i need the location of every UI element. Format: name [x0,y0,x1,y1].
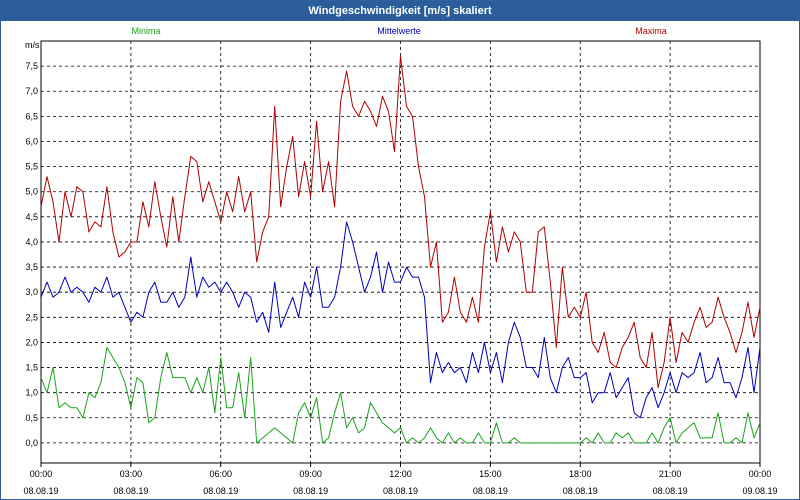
legend-minima: Minima [131,26,160,36]
x-tick-time: 03:00 [120,469,143,479]
y-tick-label: 3,0 [25,287,38,297]
x-tick-time: 09:00 [299,469,322,479]
y-tick-label: 5,5 [25,162,38,172]
legend-maxima: Maxima [635,26,667,36]
x-tick-time: 21:00 [659,469,682,479]
x-tick-time: 00:00 [30,469,53,479]
chart-background [1,21,799,499]
legend-mittelwerte: Mittelwerte [377,26,421,36]
y-tick-label: 1,5 [25,363,38,373]
x-tick-time: 18:00 [569,469,592,479]
series-maxima-line [40,55,761,389]
y-axis-unit: m/s [25,40,40,50]
wind-speed-chart: m/s 0,0 0,5 1,0 1,5 2,0 2,5 3,0 3,5 4,0 4,5 5,0 5,5… [1,21,799,499]
grid [41,41,760,463]
y-tick-label: 6,5 [25,111,38,121]
x-tick-date: 08.08.19 [293,486,328,496]
x-tick-date: 09.08.19 [742,486,777,496]
y-tick-label: 3,5 [25,262,38,272]
x-tick-time: 06:00 [209,469,232,479]
window-title: Windgeschwindigkeit [m/s] skaliert [1,1,799,21]
x-tick-date: 08.08.19 [383,486,418,496]
y-tick-label: 0,0 [25,438,38,448]
series-minima-line [40,347,761,444]
y-tick-label: 1,0 [25,388,38,398]
series-lines [40,55,761,444]
x-tick-date: 08.08.19 [563,486,598,496]
y-tick-label: 4,0 [25,237,38,247]
series-mittelwerte-line [40,221,761,419]
legend: Minima Mittelwerte Maxima [131,26,666,36]
y-tick-label: 7,0 [25,86,38,96]
x-tick-date: 08.08.19 [473,486,508,496]
x-tick-date: 08.08.19 [653,486,688,496]
y-tick-label: 0,5 [25,413,38,423]
y-tick-label: 7,5 [25,61,38,71]
x-tick-date: 08.08.19 [203,486,238,496]
y-tick-label: 5,0 [25,187,38,197]
x-tick-time: 00:00 [749,469,772,479]
y-tick-label: 2,0 [25,337,38,347]
y-tick-label: 6,0 [25,136,38,146]
x-tick-time: 12:00 [389,469,412,479]
y-tick-label: 2,5 [25,312,38,322]
x-tick-labels: 00:00 08.08.19 03:00 08.08.19 06:00 08.08.19 0… [23,463,778,496]
x-tick-time: 15:00 [479,469,502,479]
y-tick-label: 4,5 [25,212,38,222]
x-tick-date: 08.08.19 [23,486,58,496]
y-tick-labels: 0,0 0,5 1,0 1,5 2,0 2,5 3,0 3,5 4,0 4,5 5,0 5,5 6,0 6… [25,61,38,448]
x-tick-date: 08.08.19 [113,486,148,496]
